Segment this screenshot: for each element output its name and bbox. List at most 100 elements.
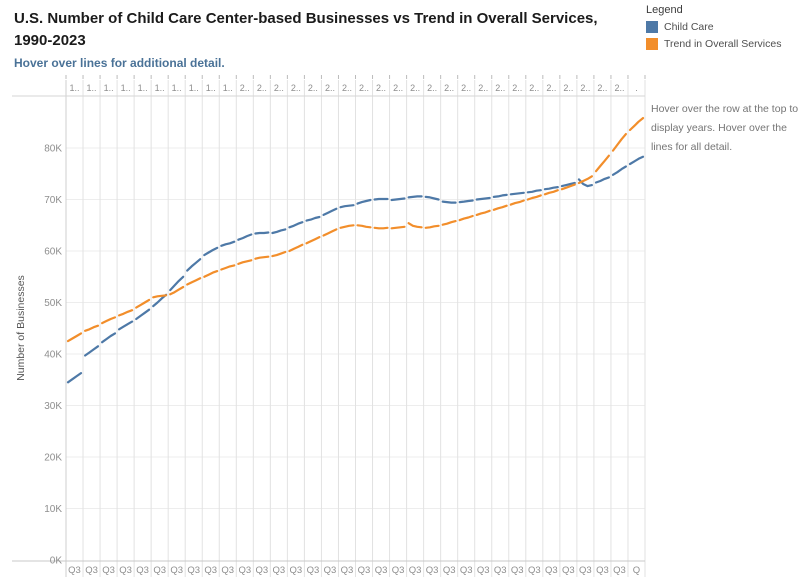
series-line-child-care[interactable] bbox=[390, 197, 406, 202]
series-line-trend-in-overall-services[interactable] bbox=[305, 236, 321, 245]
series-line-child-care[interactable] bbox=[373, 197, 389, 201]
series-line-trend-in-overall-services[interactable] bbox=[356, 224, 372, 229]
series-line-trend-in-overall-services[interactable] bbox=[186, 277, 202, 286]
year-label[interactable]: 2.. bbox=[274, 83, 284, 93]
series-line-trend-in-overall-services[interactable] bbox=[169, 285, 185, 296]
series-line-child-care[interactable] bbox=[254, 231, 270, 235]
series-line-child-care[interactable] bbox=[594, 176, 611, 184]
series-line-child-care[interactable] bbox=[117, 320, 134, 331]
legend-item-trend-overall-services[interactable]: Trend in Overall Services bbox=[646, 38, 798, 50]
legend-item-child-care[interactable]: Child Care bbox=[646, 21, 798, 33]
series-line-child-care[interactable] bbox=[458, 199, 474, 204]
year-label[interactable]: 2.. bbox=[444, 83, 454, 93]
year-label[interactable]: 1.. bbox=[189, 83, 199, 93]
series-line-child-care[interactable] bbox=[492, 193, 508, 198]
year-label[interactable]: 2.. bbox=[529, 83, 539, 93]
series-line-trend-in-overall-services[interactable] bbox=[254, 255, 270, 260]
series-line-trend-in-overall-services[interactable] bbox=[390, 225, 406, 230]
year-label[interactable]: 1.. bbox=[138, 83, 148, 93]
year-label[interactable]: 2.. bbox=[597, 83, 607, 93]
series-line-trend-in-overall-services[interactable] bbox=[424, 224, 440, 229]
series-line-trend-in-overall-services[interactable] bbox=[100, 316, 117, 325]
series-line-trend-in-overall-services[interactable] bbox=[203, 270, 219, 278]
series-line-trend-in-overall-services[interactable] bbox=[475, 209, 491, 216]
series-line-child-care[interactable] bbox=[475, 196, 491, 201]
year-label[interactable]: 2.. bbox=[359, 83, 369, 93]
year-label[interactable]: 2.. bbox=[257, 83, 267, 93]
series-line-trend-in-overall-services[interactable] bbox=[135, 298, 151, 309]
year-label[interactable]: 2.. bbox=[427, 83, 437, 93]
year-label[interactable]: 2.. bbox=[614, 83, 624, 93]
series-line-child-care[interactable] bbox=[135, 308, 151, 321]
year-label[interactable]: 2.. bbox=[580, 83, 590, 93]
series-line-child-care[interactable] bbox=[356, 198, 372, 205]
series-line-child-care[interactable] bbox=[611, 165, 628, 176]
series-line-trend-in-overall-services[interactable] bbox=[441, 220, 457, 226]
series-line-trend-in-overall-services[interactable] bbox=[220, 264, 236, 271]
series-line-trend-in-overall-services[interactable] bbox=[339, 224, 355, 229]
year-label[interactable]: 2.. bbox=[325, 83, 335, 93]
series-line-trend-in-overall-services[interactable] bbox=[526, 194, 542, 201]
series-line-trend-in-overall-services[interactable] bbox=[66, 332, 83, 343]
series-line-trend-in-overall-services[interactable] bbox=[83, 324, 100, 332]
series-line-child-care[interactable] bbox=[526, 189, 542, 194]
series-line-trend-in-overall-services[interactable] bbox=[628, 116, 645, 132]
year-label[interactable]: 2.. bbox=[308, 83, 318, 93]
series-line-trend-in-overall-services[interactable] bbox=[492, 204, 508, 211]
series-line-trend-in-overall-services[interactable] bbox=[271, 250, 287, 258]
series-line-child-care[interactable] bbox=[186, 258, 202, 272]
series-line-child-care[interactable] bbox=[509, 191, 525, 196]
year-label[interactable]: 1.. bbox=[206, 83, 216, 93]
series-line-trend-in-overall-services[interactable] bbox=[611, 133, 628, 152]
series-line-child-care[interactable] bbox=[305, 215, 321, 222]
year-label[interactable]: 1.. bbox=[223, 83, 233, 93]
series-line-child-care[interactable] bbox=[271, 228, 287, 235]
year-label[interactable]: 1.. bbox=[104, 83, 114, 93]
year-label[interactable]: 2.. bbox=[240, 83, 250, 93]
year-label[interactable]: 2.. bbox=[512, 83, 522, 93]
year-label[interactable]: 2.. bbox=[410, 83, 420, 93]
series-line-trend-in-overall-services[interactable] bbox=[577, 175, 594, 185]
series-line-child-care[interactable] bbox=[543, 186, 559, 191]
series-line-child-care[interactable] bbox=[339, 204, 355, 209]
year-label[interactable]: 1.. bbox=[87, 83, 97, 93]
year-label[interactable]: 2.. bbox=[546, 83, 556, 93]
series-line-trend-in-overall-services[interactable] bbox=[152, 294, 168, 299]
year-label[interactable]: 1.. bbox=[121, 83, 131, 93]
year-label[interactable]: . bbox=[635, 83, 638, 93]
series-line-trend-in-overall-services[interactable] bbox=[543, 189, 559, 196]
year-label[interactable]: 2.. bbox=[376, 83, 386, 93]
series-line-child-care[interactable] bbox=[220, 240, 236, 247]
year-label[interactable]: 2.. bbox=[461, 83, 471, 93]
series-line-trend-in-overall-services[interactable] bbox=[373, 226, 389, 230]
series-line-trend-in-overall-services[interactable] bbox=[237, 259, 253, 265]
series-line-child-care[interactable] bbox=[424, 195, 440, 201]
series-line-child-care[interactable] bbox=[628, 155, 645, 166]
series-line-child-care[interactable] bbox=[169, 275, 185, 292]
series-line-trend-in-overall-services[interactable] bbox=[458, 214, 474, 222]
year-label[interactable]: 2.. bbox=[495, 83, 505, 93]
year-label[interactable]: 2.. bbox=[342, 83, 352, 93]
series-line-child-care[interactable] bbox=[66, 372, 83, 384]
series-line-trend-in-overall-services[interactable] bbox=[322, 228, 338, 237]
series-line-child-care[interactable] bbox=[288, 221, 304, 229]
year-label[interactable]: 2.. bbox=[478, 83, 488, 93]
year-label[interactable]: 2.. bbox=[563, 83, 573, 93]
year-label[interactable]: 1.. bbox=[172, 83, 182, 93]
series-line-trend-in-overall-services[interactable] bbox=[509, 199, 525, 206]
year-label[interactable]: 2.. bbox=[291, 83, 301, 93]
series-line-child-care[interactable] bbox=[407, 195, 423, 199]
series-line-trend-in-overall-services[interactable] bbox=[560, 183, 576, 191]
series-line-child-care[interactable] bbox=[100, 332, 117, 344]
year-label[interactable]: 1.. bbox=[155, 83, 165, 93]
series-line-trend-in-overall-services[interactable] bbox=[288, 243, 304, 253]
series-line-child-care[interactable] bbox=[441, 200, 457, 204]
series-line-child-care[interactable] bbox=[322, 207, 338, 216]
series-line-trend-in-overall-services[interactable] bbox=[117, 309, 134, 317]
year-label[interactable]: 2.. bbox=[393, 83, 403, 93]
series-line-trend-in-overall-services[interactable] bbox=[594, 154, 611, 173]
year-label[interactable]: 1.. bbox=[70, 83, 80, 93]
series-line-child-care[interactable] bbox=[203, 246, 219, 257]
series-line-child-care[interactable] bbox=[560, 181, 576, 188]
